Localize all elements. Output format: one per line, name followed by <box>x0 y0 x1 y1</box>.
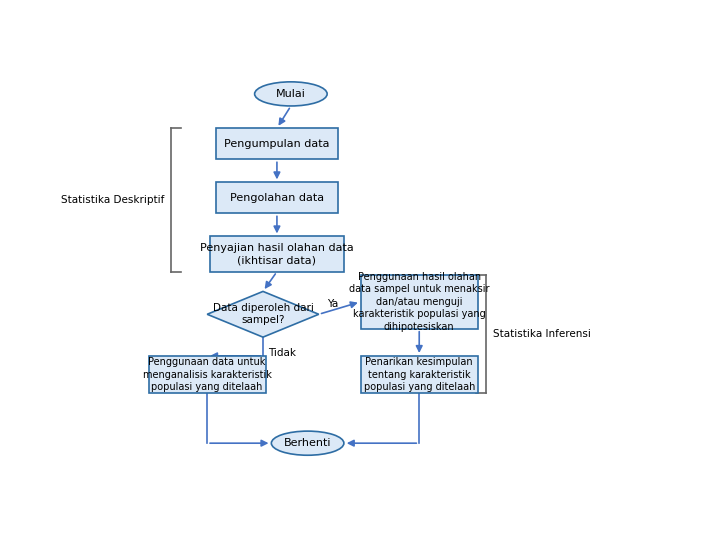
Text: Tidak: Tidak <box>269 348 297 357</box>
Text: Data diperoleh dari
sampel?: Data diperoleh dari sampel? <box>212 303 313 326</box>
Text: Penggunaan data untuk
menganalisis karakteristik
populasi yang ditelaah: Penggunaan data untuk menganalisis karak… <box>143 357 271 392</box>
FancyBboxPatch shape <box>361 356 478 393</box>
FancyBboxPatch shape <box>210 237 344 272</box>
FancyBboxPatch shape <box>215 128 338 159</box>
Text: Ya: Ya <box>327 299 338 309</box>
Text: Pengolahan data: Pengolahan data <box>230 193 324 203</box>
Text: Penarikan kesimpulan
tentang karakteristik
populasi yang ditelaah: Penarikan kesimpulan tentang karakterist… <box>364 357 475 392</box>
Text: Penggunaan hasil olahan
data sampel untuk menaksir
dan/atau menguji
karakteristi: Penggunaan hasil olahan data sampel untu… <box>349 272 490 332</box>
Ellipse shape <box>255 82 327 106</box>
Polygon shape <box>207 292 319 337</box>
FancyBboxPatch shape <box>215 183 338 213</box>
Text: Pengumpulan data: Pengumpulan data <box>224 139 330 149</box>
FancyBboxPatch shape <box>361 275 478 329</box>
Ellipse shape <box>271 431 344 455</box>
Text: Penyajian hasil olahan data
(ikhtisar data): Penyajian hasil olahan data (ikhtisar da… <box>200 243 354 265</box>
Text: Statistika Deskriptif: Statistika Deskriptif <box>60 195 164 205</box>
Text: Mulai: Mulai <box>276 89 306 99</box>
Text: Statistika Inferensi: Statistika Inferensi <box>493 329 590 339</box>
FancyBboxPatch shape <box>148 356 266 393</box>
Text: Berhenti: Berhenti <box>284 438 331 448</box>
